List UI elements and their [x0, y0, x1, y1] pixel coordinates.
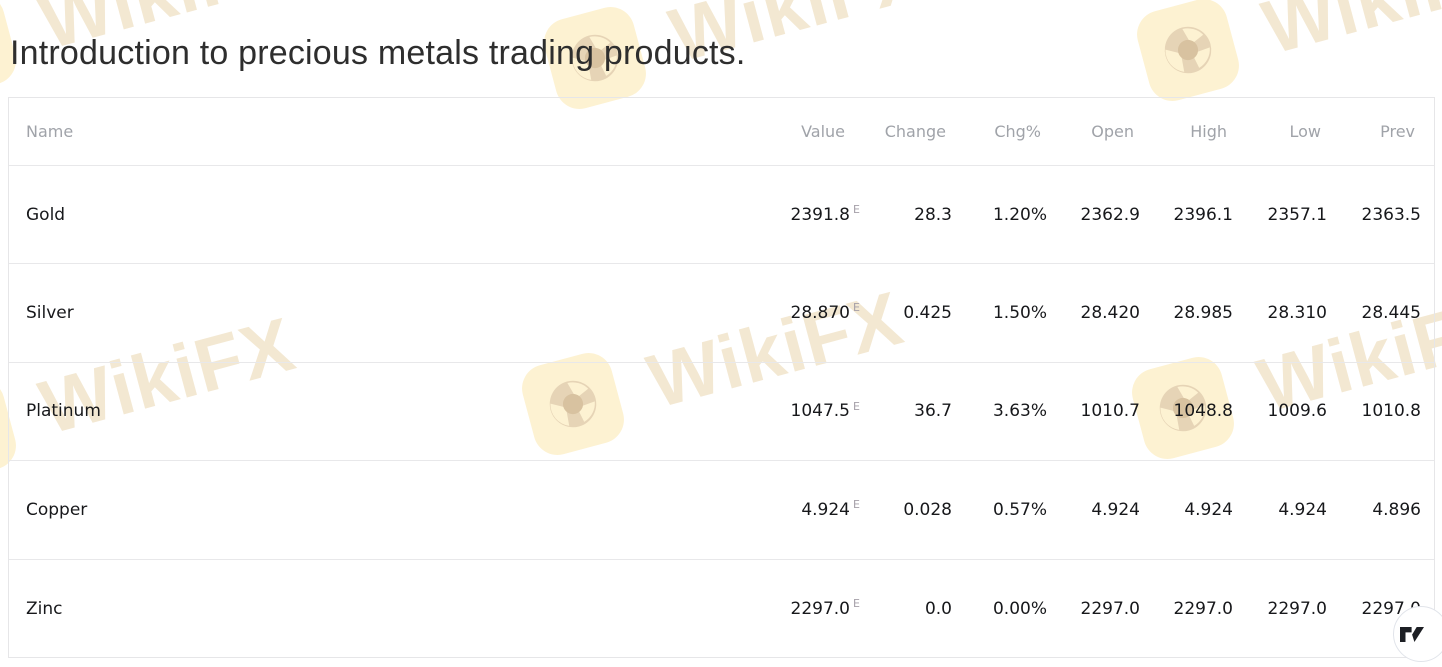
header-prev-column: Prev — [1380, 122, 1415, 141]
table-row-zinc[interactable]: Zinc 2297.0 E 0.0 0.00% 2297.0 2297.0 2297.0 229… — [9, 560, 1434, 658]
cell-prev: 1010.8 — [1361, 401, 1421, 422]
cell-low: 28.310 — [1267, 303, 1327, 324]
cell-high: 28.985 — [1173, 303, 1233, 324]
cell-name: Gold — [26, 204, 66, 225]
cell-open: 2362.9 — [1080, 204, 1140, 225]
tradingview-logo-button[interactable] — [1393, 606, 1442, 662]
cell-open: 28.420 — [1080, 303, 1140, 324]
table-header-row: Name Value Change Chg% Open High Low Prev — [9, 98, 1434, 166]
cell-value: 4.924 E — [801, 498, 860, 520]
value-number: 28.870 — [790, 303, 850, 324]
cell-change: 28.3 — [914, 204, 952, 225]
cell-value: 28.870 E — [790, 301, 860, 324]
cell-low: 1009.6 — [1267, 401, 1327, 422]
cell-change: 0.0 — [924, 598, 952, 619]
cell-value: 2297.0 E — [790, 597, 860, 619]
cell-open: 2297.0 — [1080, 598, 1140, 619]
cell-high: 1048.8 — [1173, 401, 1233, 422]
cell-chg-pct: 0.00% — [992, 598, 1047, 619]
cell-low: 2297.0 — [1267, 598, 1327, 619]
cell-low: 4.924 — [1278, 499, 1327, 520]
cell-open: 1010.7 — [1080, 401, 1140, 422]
cell-value: 1047.5 E — [790, 399, 860, 422]
cell-change: 0.425 — [903, 303, 952, 324]
page-title: Introduction to precious metals trading … — [10, 33, 746, 72]
tradingview-icon — [1400, 626, 1424, 642]
cell-change: 36.7 — [914, 401, 952, 422]
value-number: 2391.8 — [790, 204, 850, 225]
table-row-copper[interactable]: Copper 4.924 E 0.028 0.57% 4.924 4.924 4.924 4.8… — [9, 461, 1434, 560]
cell-chg-pct: 1.20% — [992, 204, 1047, 225]
table-row-gold[interactable]: Gold 2391.8 E 28.3 1.20% 2362.9 2396.1 2357.1 23… — [9, 166, 1434, 265]
metals-quote-table: Name Value Change Chg% Open High Low Prev Gold 2… — [8, 97, 1435, 658]
cell-chg-pct: 0.57% — [992, 499, 1047, 520]
cell-high: 2297.0 — [1173, 598, 1233, 619]
header-low-column: Low — [1289, 122, 1321, 141]
cell-value: 2391.8 E — [790, 203, 860, 225]
cell-chg-pct: 1.50% — [992, 303, 1047, 324]
cell-prev: 2363.5 — [1361, 204, 1421, 225]
table-body: Gold 2391.8 E 28.3 1.20% 2362.9 2396.1 2357.1 23… — [9, 166, 1434, 658]
cell-chg-pct: 3.63% — [992, 401, 1047, 422]
cell-open: 4.924 — [1091, 499, 1140, 520]
cell-prev: 4.896 — [1372, 499, 1421, 520]
cell-name: Platinum — [26, 401, 101, 422]
value-number: 2297.0 — [790, 598, 850, 619]
value-number: 4.924 — [801, 499, 850, 520]
cell-change: 0.028 — [903, 499, 952, 520]
cell-high: 2396.1 — [1173, 204, 1233, 225]
header-open-column: Open — [1091, 122, 1134, 141]
cell-low: 2357.1 — [1267, 204, 1327, 225]
cell-name: Silver — [26, 303, 74, 324]
value-number: 1047.5 — [790, 401, 850, 422]
header-change-column: Change — [884, 122, 946, 141]
cell-name: Zinc — [26, 598, 63, 619]
cell-high: 4.924 — [1184, 499, 1233, 520]
header-high-column: High — [1190, 122, 1227, 141]
table-row-silver[interactable]: Silver 28.870 E 0.425 1.50% 28.420 28.985 28.31… — [9, 264, 1434, 363]
header-chg-column: Chg% — [994, 122, 1041, 141]
cell-prev: 28.445 — [1361, 303, 1421, 324]
header-value-column: Value — [801, 122, 845, 141]
cell-name: Copper — [26, 499, 88, 520]
table-row-platinum[interactable]: Platinum 1047.5 E 36.7 3.63% 1010.7 1048.8 1009… — [9, 363, 1434, 462]
header-name: Name — [26, 122, 74, 141]
